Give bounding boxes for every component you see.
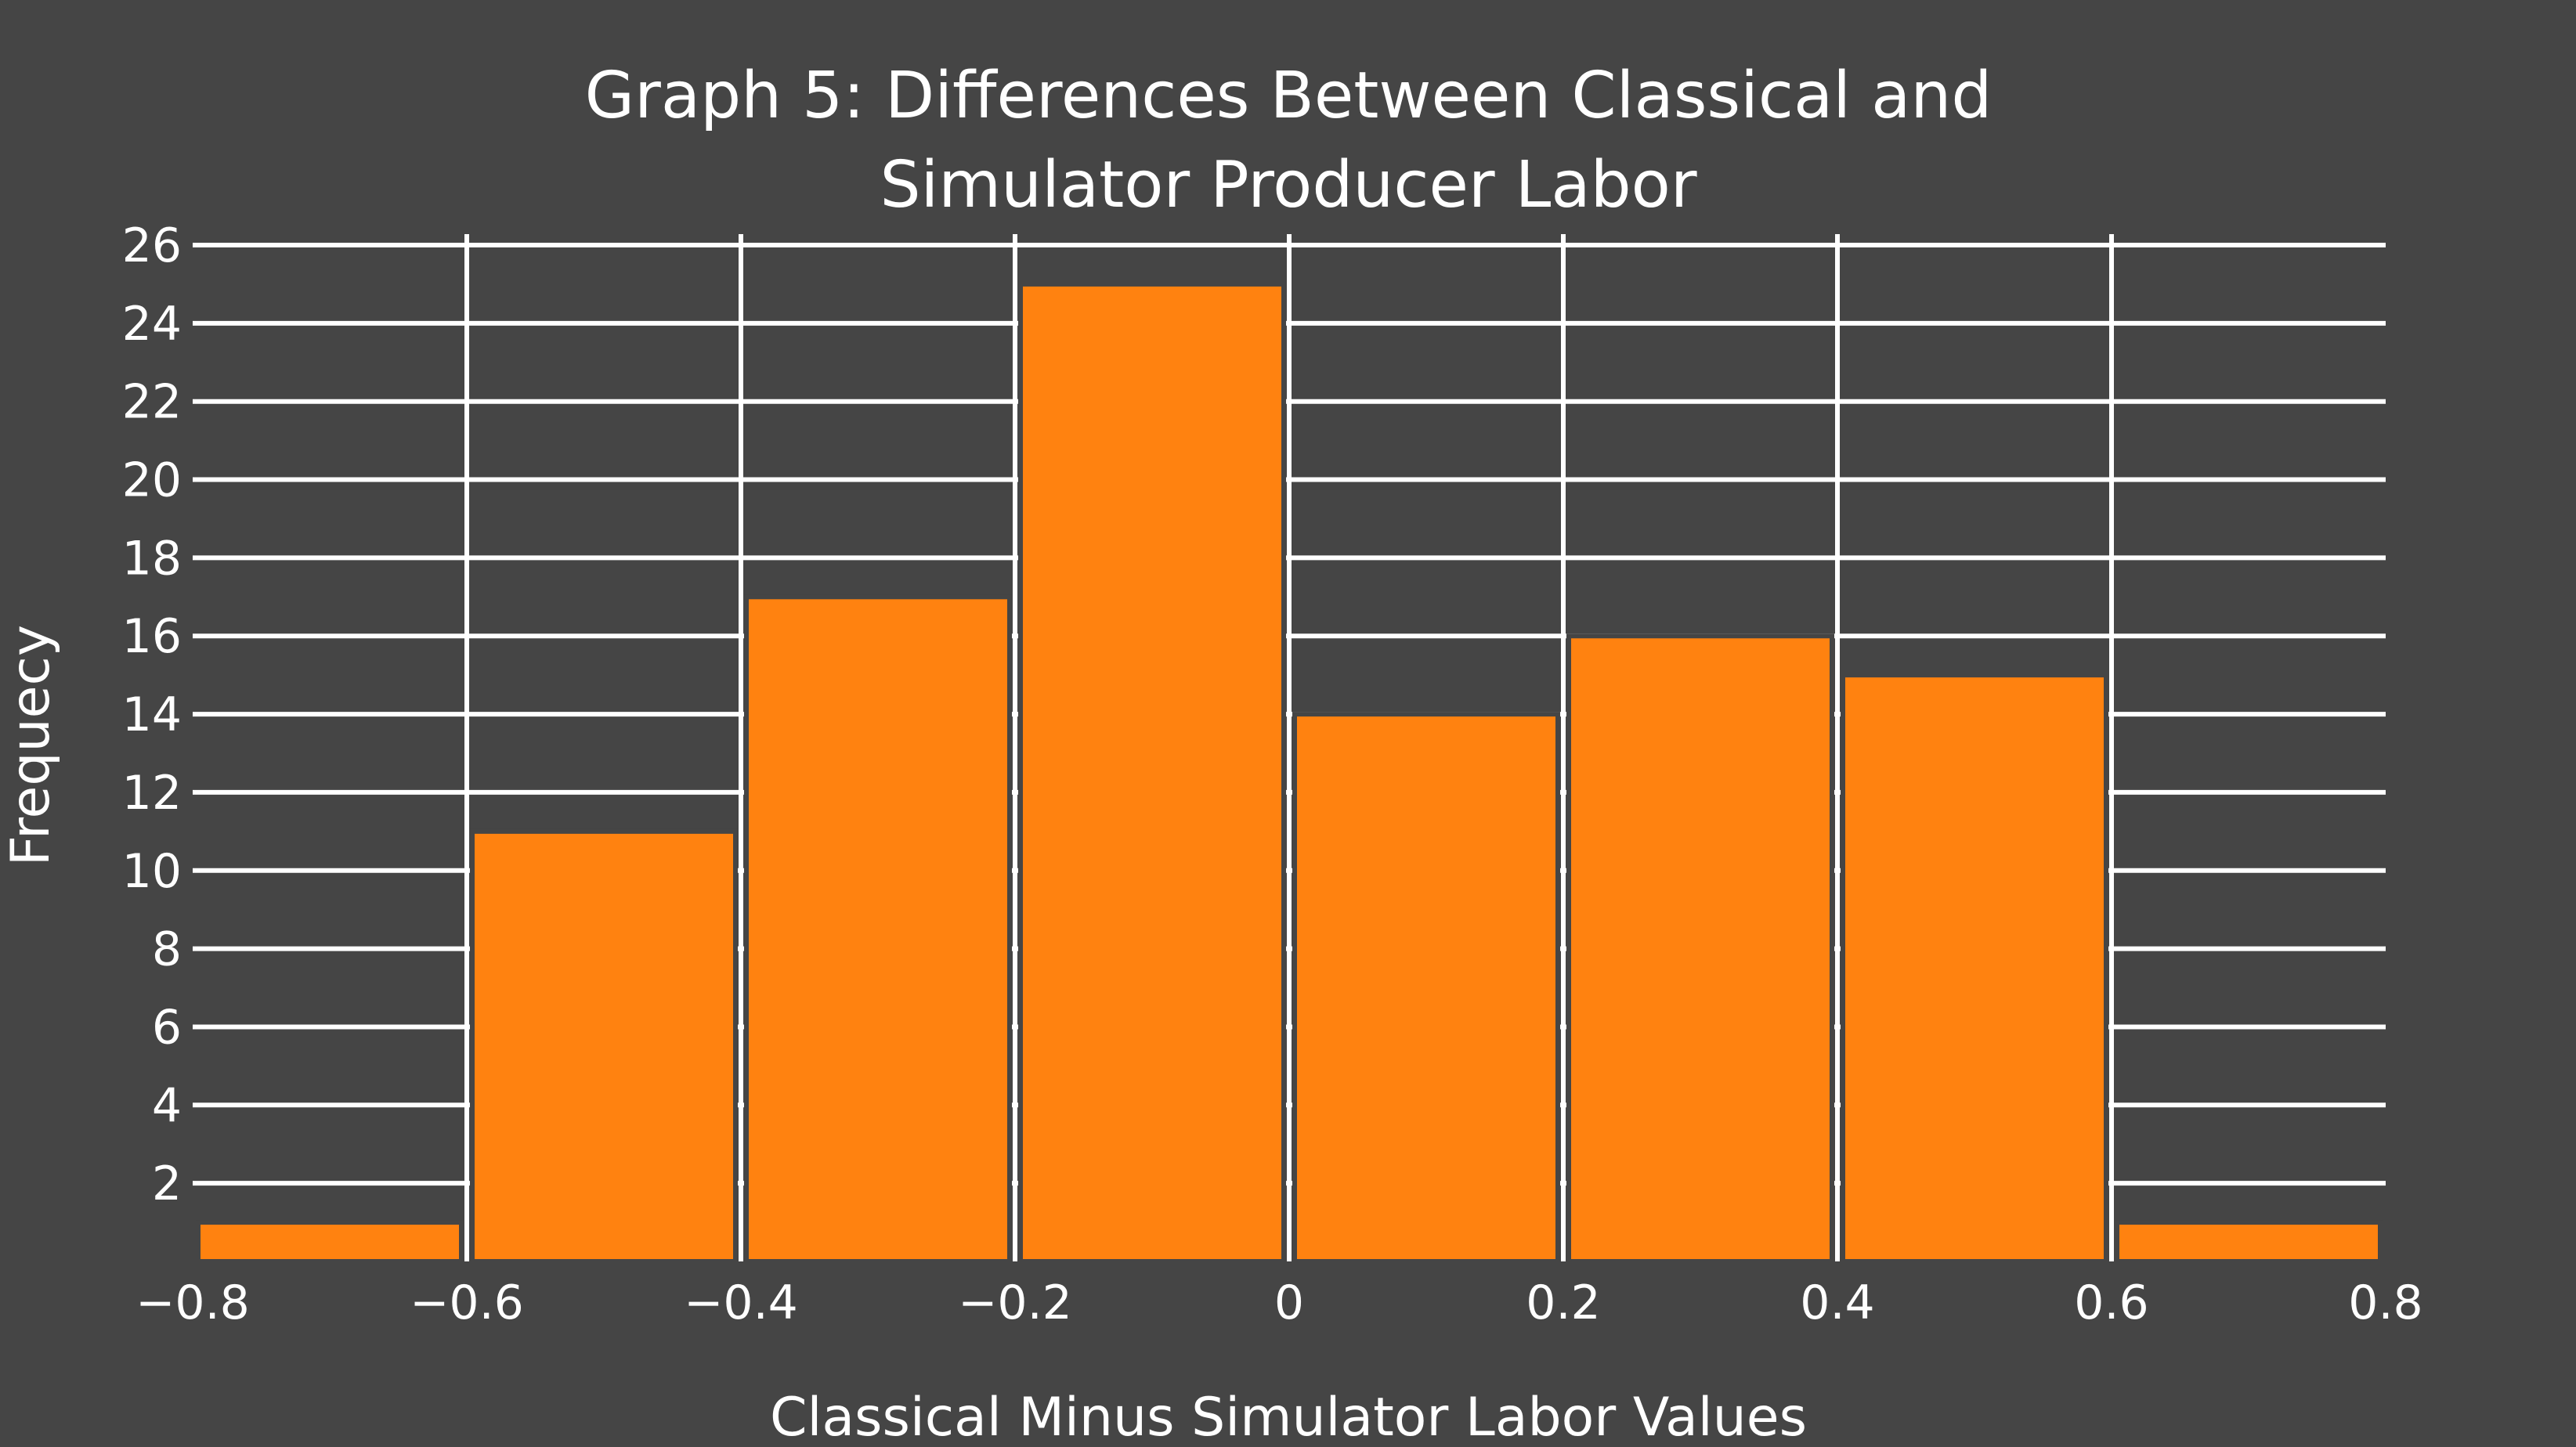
bars-layer (196, 281, 2383, 1265)
histogram-bar (1292, 712, 1560, 1264)
y-axis-label: Frequecy (0, 625, 62, 866)
histogram-bar (1018, 281, 1286, 1264)
y-tick-label: 24 (122, 297, 182, 352)
y-tick-label: 22 (122, 375, 182, 430)
x-tick-label: 0 (1274, 1276, 1304, 1330)
y-tick-label: 16 (122, 609, 182, 664)
x-tick-label: 0.8 (2348, 1276, 2422, 1330)
x-tick-label: 0.4 (1800, 1276, 1874, 1330)
histogram-bar (196, 1220, 464, 1264)
y-tick-label: 26 (122, 218, 182, 273)
x-tick-label: −0.8 (135, 1276, 250, 1330)
y-tick-label: 4 (152, 1078, 182, 1133)
x-tick-label: 0.2 (1526, 1276, 1600, 1330)
histogram-bar (1566, 633, 1834, 1264)
chart-title-line-1: Graph 5: Differences Between Classical a… (585, 59, 1993, 133)
y-tick-label: 2 (152, 1157, 182, 1211)
y-tick-label: 12 (122, 766, 182, 821)
x-tick-label: −0.6 (410, 1276, 524, 1330)
histogram-bar (744, 594, 1012, 1264)
y-tick-label: 8 (152, 922, 182, 977)
y-tick-label: 6 (152, 1000, 182, 1055)
y-tick-label: 18 (122, 531, 182, 586)
grid-layer (193, 234, 2386, 1261)
x-axis-label: Classical Minus Simulator Labor Values (770, 1387, 1807, 1447)
histogram-bar (470, 828, 738, 1265)
y-tick-label: 14 (122, 687, 182, 742)
x-tick-labels: −0.8 −0.6 −0.4 −0.2 0 0.2 0.4 0.6 0.8 (135, 1276, 2423, 1330)
x-tick-label: 0.6 (2074, 1276, 2148, 1330)
histogram-bar (1841, 673, 2108, 1264)
x-tick-label: −0.4 (684, 1276, 798, 1330)
chart-title-line-2: Simulator Producer Labor (880, 148, 1696, 222)
y-tick-label: 10 (122, 844, 182, 899)
y-tick-label: 20 (122, 453, 182, 508)
histogram-bar (2115, 1220, 2383, 1264)
x-tick-label: −0.2 (958, 1276, 1072, 1330)
